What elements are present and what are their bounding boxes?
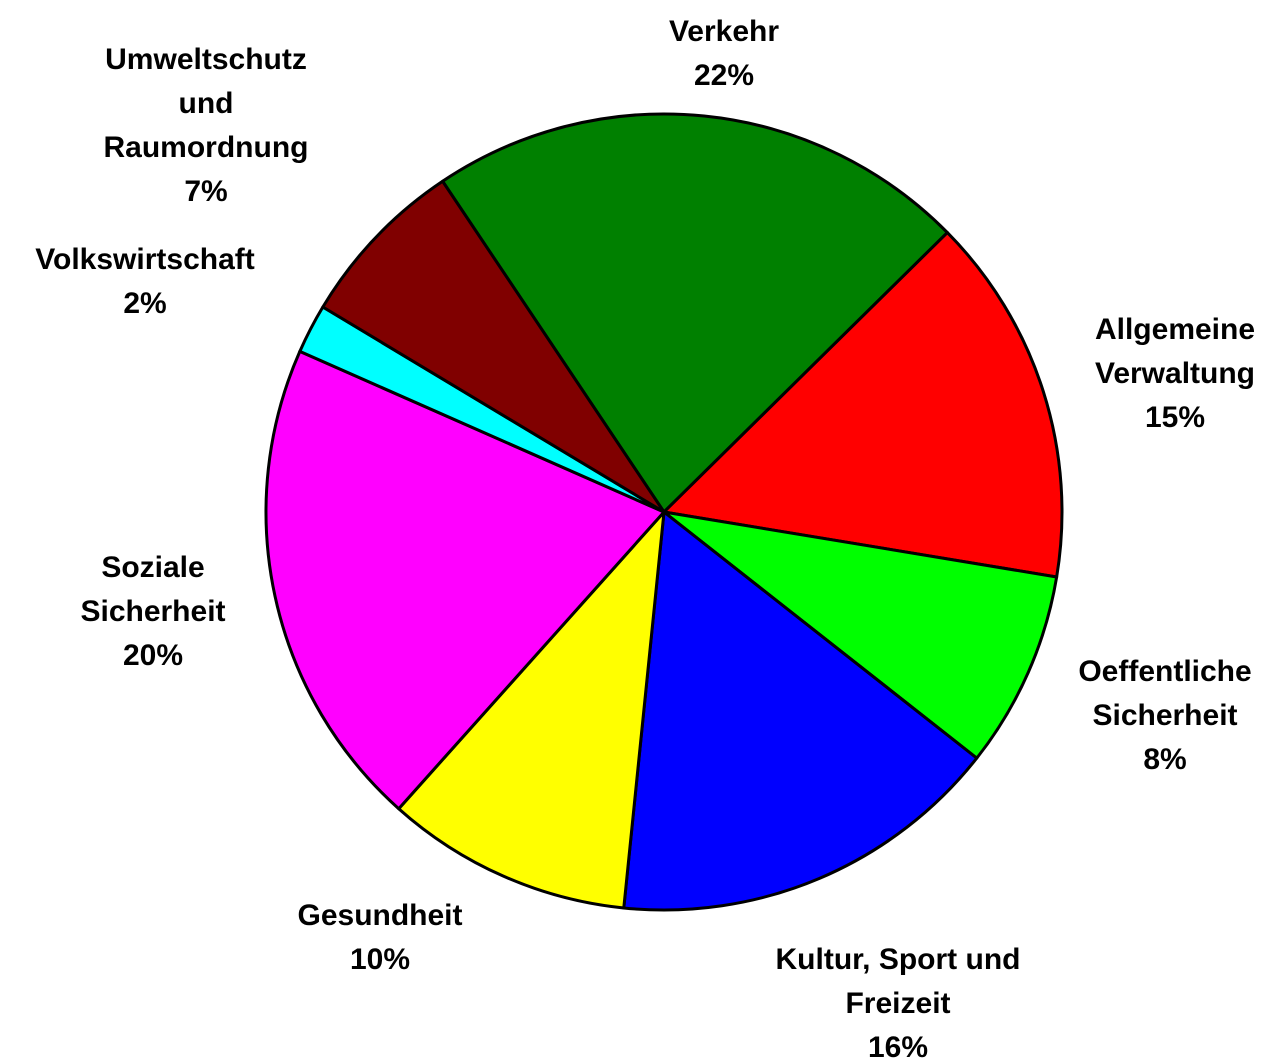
category-label: Volkswirtschaft: [35, 243, 255, 276]
pie-slice: [441, 112, 949, 514]
pie-slice: [662, 510, 1059, 760]
value-label: 2%: [123, 287, 167, 320]
value-label: 20%: [122, 639, 184, 672]
category-label: Allgemeine Verwaltung: [1094, 313, 1256, 390]
slice-label: Volkswirtschaft 2%: [0, 238, 295, 326]
slice-label: Allgemeine Verwaltung 15%: [1070, 308, 1280, 440]
category-label: Verkehr: [668, 15, 780, 48]
value-label: 7%: [184, 175, 228, 208]
value-label: 22%: [693, 59, 755, 92]
pie-slice: [264, 349, 666, 811]
pie-slice: [321, 179, 666, 514]
value-label: 10%: [349, 943, 411, 976]
slice-label: Oeffentliche Sicherheit 8%: [1053, 650, 1278, 782]
slice-label: Soziale Sicherheit 20%: [58, 546, 248, 678]
slice-label: Verkehr 22%: [574, 10, 874, 98]
pie-slice: [662, 231, 1064, 579]
pie-slice: [622, 510, 979, 912]
value-label: 16%: [867, 1031, 929, 1062]
value-label: 15%: [1144, 401, 1206, 434]
slice-label: Umweltschutz und Raumordnung 7%: [76, 38, 336, 214]
category-label: Soziale Sicherheit: [80, 551, 226, 628]
pie-slice: [397, 510, 666, 910]
category-label: Kultur, Sport und Freizeit: [775, 943, 1021, 1020]
category-label: Oeffentliche Sicherheit: [1078, 655, 1252, 732]
category-label: Gesundheit: [297, 899, 463, 932]
slice-label: Gesundheit 10%: [250, 894, 510, 982]
slice-label: Kultur, Sport und Freizeit 16%: [743, 938, 1053, 1062]
value-label: 8%: [1143, 743, 1187, 776]
category-label: Umweltschutz und Raumordnung: [103, 43, 309, 164]
